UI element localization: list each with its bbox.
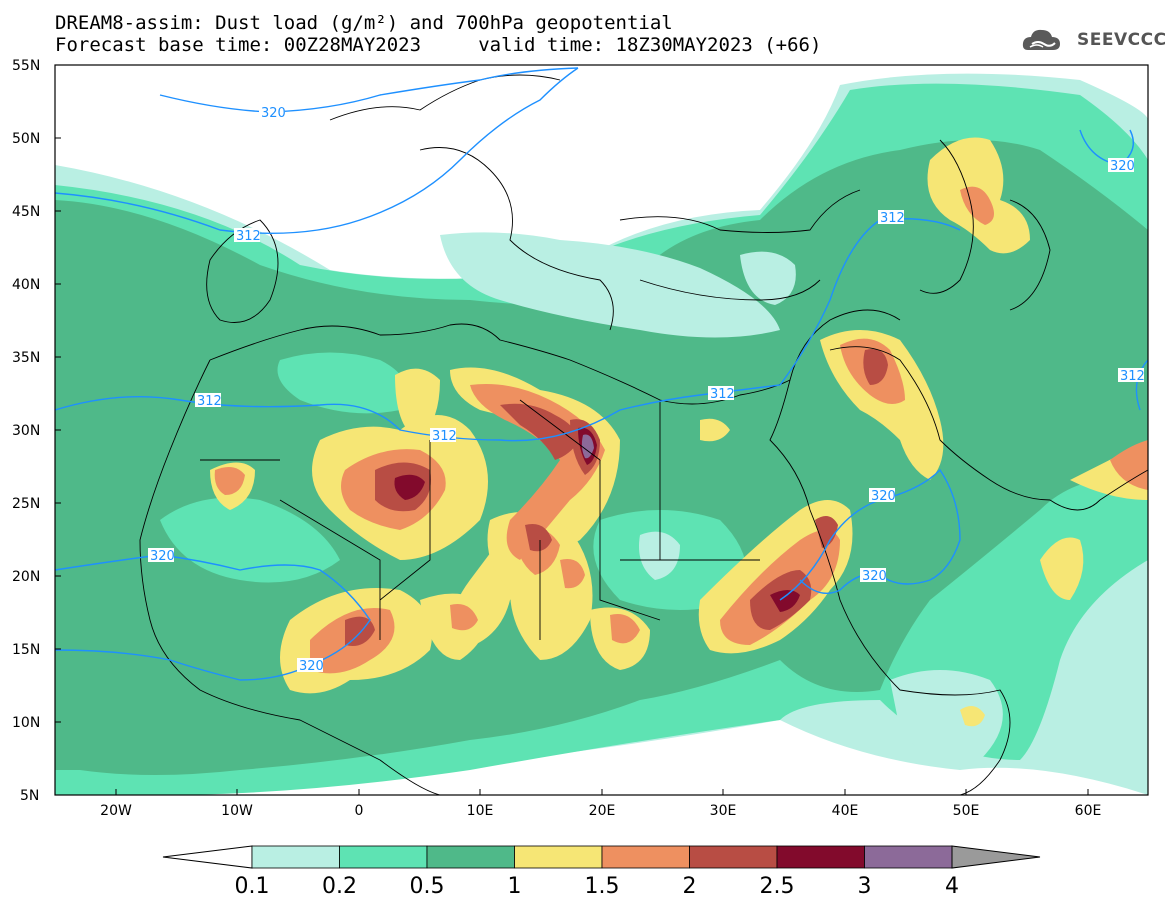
colorbar-under-triangle — [162, 845, 253, 869]
dust-level-3 — [581, 434, 594, 459]
lat-label: 40N — [12, 277, 40, 293]
lat-label: 35N — [12, 350, 40, 366]
contour-label: 320 — [299, 659, 324, 674]
colorbar-labels: 0.1 0.2 0.5 1 1.5 2 2.5 3 4 — [235, 874, 960, 899]
contour-label: 312 — [710, 387, 735, 402]
longitude-labels: 20W 10W 0 10E 20E 30E 40E 50E 60E — [100, 803, 1101, 819]
contour-label: 312 — [236, 229, 261, 244]
lon-label: 50E — [953, 803, 980, 819]
lon-label: 60E — [1075, 803, 1102, 819]
colorbar-swatch — [339, 845, 428, 869]
lon-label: 10E — [467, 803, 494, 819]
lat-label: 55N — [12, 58, 40, 74]
colorbar-swatch — [689, 845, 778, 869]
lon-label: 10W — [221, 803, 253, 819]
contour-label: 320 — [862, 569, 887, 584]
lon-label: 0 — [355, 803, 364, 819]
colorbar — [162, 845, 1041, 869]
lat-label: 10N — [12, 715, 40, 731]
seevccc-logo-icon — [1022, 29, 1060, 50]
lat-label: 50N — [12, 131, 40, 147]
lat-label: 5N — [20, 788, 39, 804]
contour-label: 320 — [871, 489, 896, 504]
chart-subtitle: Forecast base time: 00Z28MAY2023 valid t… — [55, 34, 822, 56]
lon-label: 20W — [100, 803, 132, 819]
contour-label: 312 — [1120, 369, 1145, 384]
contour-label: 312 — [432, 429, 457, 444]
colorbar-label: 2 — [683, 874, 697, 899]
colorbar-label: 0.5 — [410, 874, 445, 899]
lat-label: 20N — [12, 569, 40, 585]
colorbar-swatch — [864, 845, 953, 869]
colorbar-label: 2.5 — [760, 874, 795, 899]
colorbar-over-triangle — [951, 845, 1041, 869]
lon-label: 30E — [710, 803, 737, 819]
colorbar-label: 0.1 — [235, 874, 270, 899]
axis-ticks — [55, 64, 1089, 795]
dust-field — [55, 65, 1148, 795]
contour-labels: 320 312 312 312 312 312 320 320 320 320 … — [148, 105, 1145, 674]
contour-label: 312 — [880, 211, 905, 226]
logo-text: SEEVCCC — [1077, 30, 1165, 50]
lon-label: 40E — [832, 803, 859, 819]
contour-label: 320 — [150, 549, 175, 564]
colorbar-swatch — [251, 845, 340, 869]
lat-label: 25N — [12, 496, 40, 512]
lat-label: 15N — [12, 642, 40, 658]
colorbar-label: 4 — [945, 874, 959, 899]
colorbar-label: 0.2 — [322, 874, 357, 899]
lon-label: 20E — [589, 803, 616, 819]
chart-title: DREAM8-assim: Dust load (g/m²) and 700hP… — [55, 12, 673, 34]
colorbar-swatch — [426, 845, 515, 869]
lat-label: 45N — [12, 204, 40, 220]
colorbar-label: 1 — [508, 874, 522, 899]
colorbar-swatch — [776, 845, 865, 869]
contour-label: 312 — [197, 394, 222, 409]
colorbar-label: 3 — [858, 874, 872, 899]
colorbar-swatch — [601, 845, 690, 869]
lat-label: 30N — [12, 423, 40, 439]
contour-label: 320 — [1110, 159, 1135, 174]
latitude-labels: 55N 50N 45N 40N 35N 30N 25N 20N 15N 10N … — [12, 58, 40, 804]
colorbar-label: 1.5 — [585, 874, 620, 899]
colorbar-swatch — [514, 845, 603, 869]
contour-label: 320 — [261, 106, 286, 121]
